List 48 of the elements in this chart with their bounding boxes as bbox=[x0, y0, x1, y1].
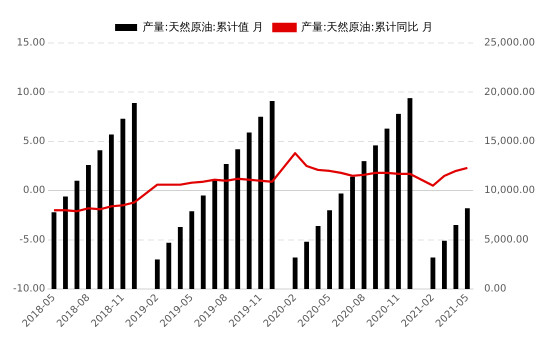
bar bbox=[74, 180, 80, 289]
bar bbox=[86, 165, 91, 289]
bar bbox=[200, 196, 206, 289]
bar bbox=[350, 176, 355, 289]
bar bbox=[362, 161, 366, 289]
legend-label: 产量:天然原油:累计值 月 bbox=[142, 20, 264, 34]
y-tick-label: 5.00 bbox=[22, 136, 46, 147]
bar bbox=[316, 226, 320, 289]
bar bbox=[270, 101, 275, 289]
bar bbox=[166, 242, 172, 289]
y-tick-label: -10.00 bbox=[12, 284, 46, 295]
bar bbox=[464, 208, 470, 289]
y2-tick-label: 25,000.00 bbox=[484, 38, 536, 49]
y-tick-label: 15.00 bbox=[16, 38, 46, 49]
bar bbox=[98, 150, 102, 289]
bar bbox=[453, 225, 458, 289]
bar bbox=[258, 116, 264, 289]
bar bbox=[327, 210, 332, 289]
bar bbox=[178, 226, 183, 289]
y-tick-label: 0.00 bbox=[22, 185, 46, 196]
bar bbox=[212, 180, 218, 289]
bar bbox=[304, 242, 310, 289]
y2-tick-label: 5,000.00 bbox=[484, 234, 529, 246]
bar bbox=[396, 114, 401, 289]
legend-label: 产量:天然原油:累计同比 月 bbox=[301, 20, 433, 34]
bar bbox=[384, 128, 390, 289]
bar bbox=[120, 118, 126, 289]
y2-tick-label: 0.00 bbox=[484, 284, 506, 295]
bar bbox=[189, 211, 194, 289]
bar bbox=[442, 240, 447, 289]
y-tick-label: -5.00 bbox=[19, 234, 46, 246]
bar bbox=[373, 145, 378, 289]
bar bbox=[246, 132, 252, 289]
y2-tick-label: 10,000.00 bbox=[484, 185, 536, 196]
bar bbox=[132, 103, 137, 289]
bar bbox=[108, 134, 114, 289]
bar bbox=[408, 98, 412, 289]
y-tick-label: 10.00 bbox=[16, 86, 46, 98]
y2-tick-label: 15,000.00 bbox=[484, 136, 536, 147]
bar bbox=[154, 259, 160, 289]
y2-tick-label: 20,000.00 bbox=[484, 86, 536, 98]
bar bbox=[430, 257, 436, 289]
bar bbox=[224, 164, 229, 289]
bar bbox=[52, 212, 56, 289]
bar bbox=[338, 194, 344, 289]
bar bbox=[235, 149, 240, 289]
bar bbox=[63, 196, 68, 289]
bar bbox=[292, 257, 298, 289]
